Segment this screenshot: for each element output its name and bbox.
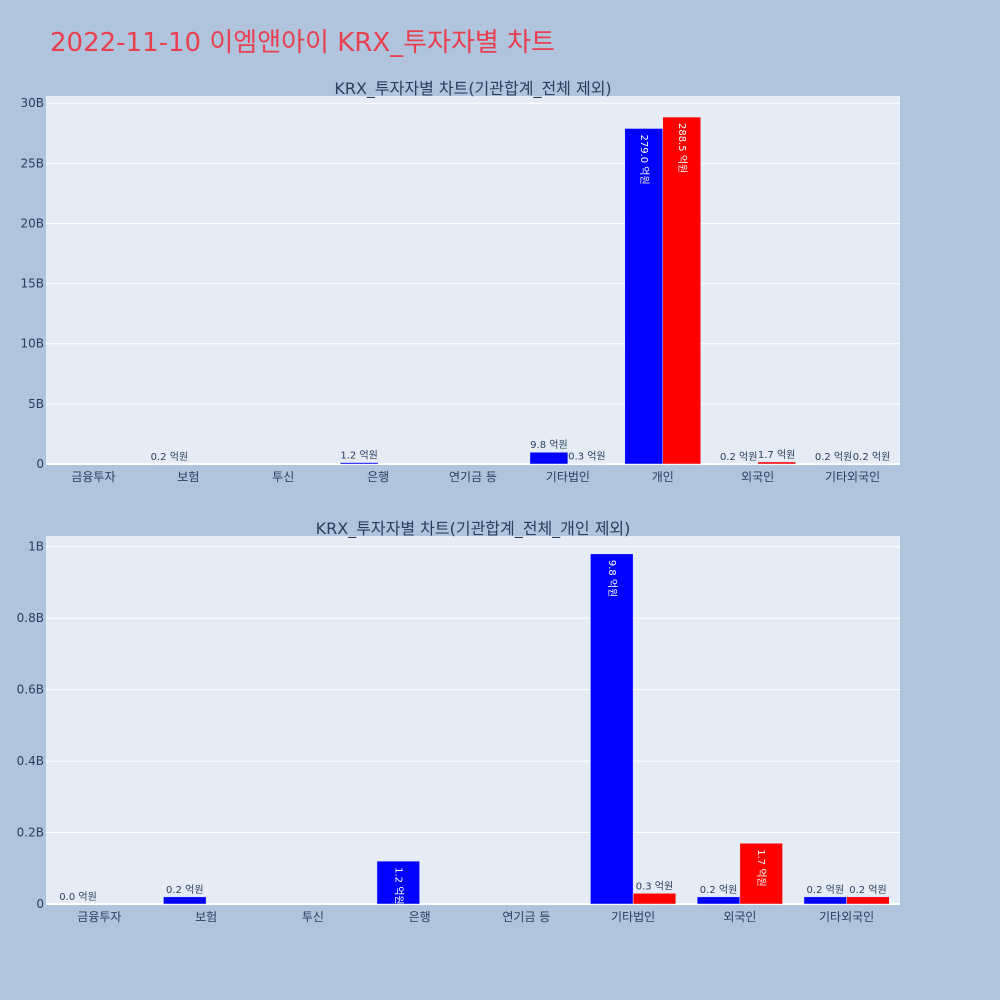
x-tick-label: 외국인	[741, 470, 774, 484]
y-tick-label: 0.4B	[17, 754, 44, 768]
data-label: 0.3 억원	[568, 451, 605, 463]
data-label: 0.0 억원	[59, 891, 96, 903]
bar	[846, 896, 890, 905]
data-label: 9.8 억원	[606, 560, 618, 597]
plot-area	[46, 96, 900, 464]
x-tick-label: 보험	[177, 470, 199, 484]
bar	[624, 128, 664, 465]
data-label: 1.7 억원	[755, 849, 767, 886]
y-tick-label: 0	[36, 897, 44, 911]
data-label: 0.3 억원	[636, 880, 673, 892]
plot-area	[46, 536, 900, 904]
data-label: 0.2 억원	[853, 451, 890, 463]
y-tick-label: 5B	[28, 397, 44, 411]
x-tick-label: 기타법인	[546, 470, 590, 484]
data-label: 0.2 억원	[151, 451, 188, 463]
y-tick-label: 0	[36, 457, 44, 471]
data-label: 1.2 억원	[392, 867, 404, 904]
x-tick-label: 기타외국인	[819, 910, 874, 924]
x-tick-label: 투신	[272, 470, 294, 484]
y-tick-label: 15B	[20, 277, 44, 291]
x-tick-label: 기타법인	[611, 910, 655, 924]
chart-1: KRX_투자자별 차트(기관합계_전체 제외) 0 5B 10B 15B 20B 25B 30…	[20, 79, 900, 484]
data-label: 279.0 억원	[638, 134, 650, 184]
y-tick-label: 30B	[20, 96, 44, 110]
page-title: 2022-11-10 이엠앤아이 KRX_투자자별 차트	[50, 28, 555, 58]
y-tick-label: 0.2B	[17, 826, 44, 840]
data-label: 0.2 억원	[700, 884, 737, 896]
x-tick-label: 개인	[652, 470, 674, 484]
x-tick-label: 투신	[302, 910, 324, 924]
bar	[590, 553, 634, 905]
bar	[739, 843, 783, 905]
y-tick-label: 1B	[28, 540, 44, 554]
bar	[163, 896, 207, 905]
y-tick-label: 0.6B	[17, 683, 44, 697]
y-tick-label: 25B	[20, 156, 44, 170]
chart-title: KRX_투자자별 차트(기관합계_전체_개인 제외)	[316, 519, 631, 539]
data-label: 0.2 억원	[807, 884, 844, 896]
y-tick-label: 20B	[20, 216, 44, 230]
data-label: 1.7 억원	[758, 449, 795, 461]
x-tick-label: 기타외국인	[825, 470, 880, 484]
data-label: 0.2 억원	[849, 884, 886, 896]
x-tick-label: 연기금 등	[449, 470, 497, 484]
data-label: 1.2 억원	[340, 450, 377, 462]
bar	[376, 860, 420, 905]
data-label: 0.2 억원	[720, 451, 757, 463]
bar	[803, 896, 847, 905]
bar	[696, 896, 741, 905]
x-tick-label: 금융투자	[77, 910, 121, 924]
x-tick-label: 은행	[367, 469, 389, 484]
chart-title: KRX_투자자별 차트(기관합계_전체 제외)	[334, 79, 611, 99]
data-label: 288.5 억원	[676, 123, 688, 173]
bar	[662, 116, 701, 465]
bar	[757, 461, 796, 465]
chart-2: KRX_투자자별 차트(기관합계_전체_개인 제외) 0 0.2B 0.4B 0.6B 0…	[17, 519, 900, 924]
x-tick-label: 연기금 등	[502, 910, 550, 924]
x-tick-label: 보험	[195, 910, 217, 924]
bar	[339, 462, 379, 465]
data-label: 0.2 억원	[166, 884, 203, 896]
x-tick-label: 은행	[409, 909, 431, 924]
bar	[632, 893, 677, 905]
data-label: 9.8 억원	[530, 439, 567, 451]
x-tick-label: 외국인	[723, 910, 756, 924]
y-tick-label: 10B	[20, 337, 44, 351]
x-tick-label: 금융투자	[71, 470, 115, 484]
y-tick-label: 0.8B	[17, 611, 44, 625]
bar	[529, 451, 569, 465]
data-label: 0.2 억원	[815, 451, 852, 463]
